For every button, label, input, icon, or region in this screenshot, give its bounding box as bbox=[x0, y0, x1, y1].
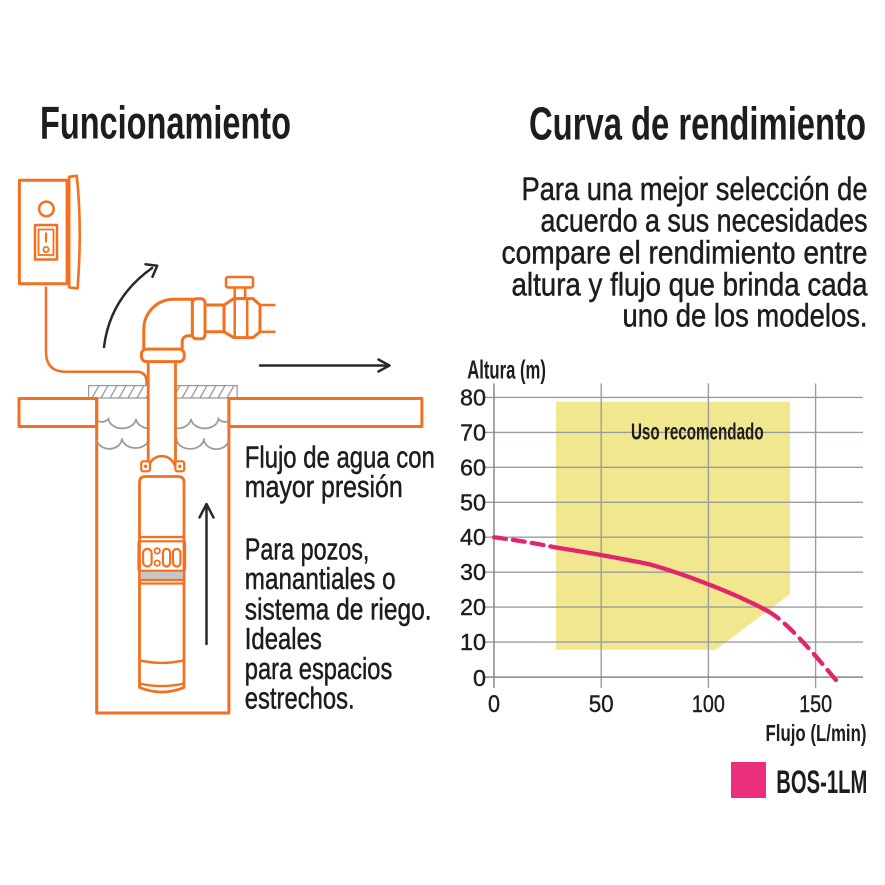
svg-text:Ideales: Ideales bbox=[245, 622, 322, 656]
svg-text:Para pozos,: Para pozos, bbox=[245, 532, 370, 566]
svg-text:para espacios: para espacios bbox=[245, 652, 392, 686]
svg-text:Funcionamiento: Funcionamiento bbox=[40, 97, 291, 149]
svg-text:50: 50 bbox=[589, 691, 614, 718]
svg-text:30: 30 bbox=[460, 559, 486, 585]
svg-text:60: 60 bbox=[460, 454, 486, 480]
svg-text:estrechos.: estrechos. bbox=[245, 682, 355, 716]
svg-text:acuerdo a sus necesidades: acuerdo a sus necesidades bbox=[541, 203, 868, 239]
svg-text:Altura (m): Altura (m) bbox=[467, 355, 546, 385]
svg-text:uno de los modelos.: uno de los modelos. bbox=[623, 298, 868, 334]
svg-text:70: 70 bbox=[460, 419, 486, 445]
svg-text:0: 0 bbox=[488, 691, 500, 718]
svg-text:20: 20 bbox=[460, 594, 486, 620]
svg-text:compare el rendimiento entre: compare el rendimiento entre bbox=[502, 235, 868, 271]
svg-text:Curva de rendimiento: Curva de rendimiento bbox=[529, 98, 866, 150]
svg-text:10: 10 bbox=[460, 629, 486, 655]
svg-text:0: 0 bbox=[473, 665, 486, 691]
svg-text:80: 80 bbox=[460, 384, 486, 410]
svg-text:Uso recomendado: Uso recomendado bbox=[631, 419, 764, 445]
svg-text:mayor presión: mayor presión bbox=[245, 470, 403, 504]
svg-text:Flujo (L/min): Flujo (L/min) bbox=[766, 720, 867, 746]
svg-text:150: 150 bbox=[799, 691, 832, 718]
svg-text:Flujo de agua con: Flujo de agua con bbox=[245, 441, 435, 475]
svg-text:manantiales o: manantiales o bbox=[245, 562, 396, 596]
svg-text:50: 50 bbox=[460, 489, 486, 515]
svg-text:40: 40 bbox=[460, 524, 486, 550]
svg-text:100: 100 bbox=[692, 691, 725, 718]
svg-text:sistema de riego.: sistema de riego. bbox=[245, 592, 432, 626]
svg-text:Para una mejor selección de: Para una mejor selección de bbox=[522, 171, 868, 207]
svg-text:BOS-1LM: BOS-1LM bbox=[776, 763, 867, 800]
svg-text:altura y flujo que brinda cada: altura y flujo que brinda cada bbox=[512, 266, 868, 302]
